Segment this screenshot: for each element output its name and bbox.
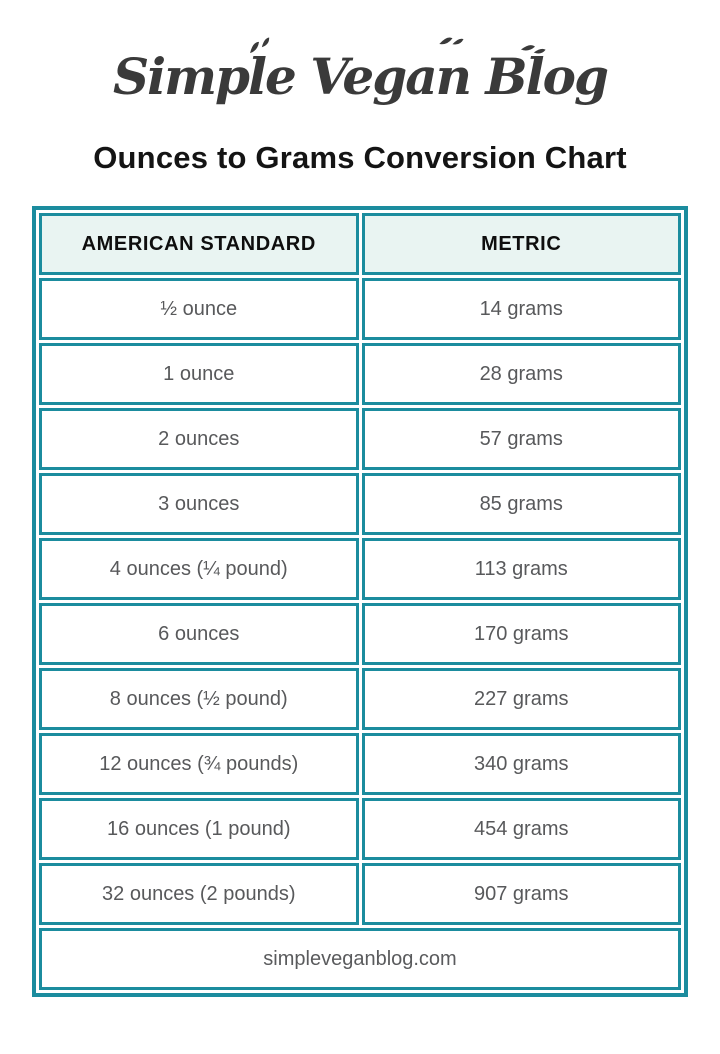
table-row: 32 ounces (2 pounds) 907 grams bbox=[39, 863, 681, 925]
table-row: ½ ounce 14 grams bbox=[39, 278, 681, 340]
table-row: 4 ounces (¼ pound) 113 grams bbox=[39, 538, 681, 600]
table-row: 1 ounce 28 grams bbox=[39, 343, 681, 405]
table-body: ½ ounce 14 grams 1 ounce 28 grams 2 ounces 57… bbox=[39, 278, 681, 925]
american-standard-cell: 16 ounces (1 pound) bbox=[39, 798, 359, 860]
leaf-ornament-icon bbox=[439, 37, 464, 45]
metric-cell: 113 grams bbox=[361, 538, 681, 600]
table-row: 12 ounces (¾ pounds) 340 grams bbox=[39, 733, 681, 795]
table-row: 6 ounces 170 grams bbox=[39, 603, 681, 665]
table-header: AMERICAN STANDARD METRIC bbox=[39, 213, 681, 275]
logo-text: Simple Vegan Blog bbox=[113, 47, 609, 106]
conversion-table-frame: AMERICAN STANDARD METRIC ½ ounce 14 grams… bbox=[32, 206, 688, 997]
table-row: 16 ounces (1 pound) 454 grams bbox=[39, 798, 681, 860]
footer-row: simpleveganblog.com bbox=[39, 928, 681, 990]
header-row: AMERICAN STANDARD METRIC bbox=[39, 213, 681, 275]
american-standard-cell: 12 ounces (¾ pounds) bbox=[39, 733, 359, 795]
table-footer: simpleveganblog.com bbox=[39, 928, 681, 990]
metric-cell: 14 grams bbox=[361, 278, 681, 340]
page-title: Ounces to Grams Conversion Chart bbox=[93, 140, 627, 175]
metric-cell: 170 grams bbox=[361, 603, 681, 665]
table-row: 8 ounces (½ pound) 227 grams bbox=[39, 668, 681, 730]
american-standard-cell: 6 ounces bbox=[39, 603, 359, 665]
american-standard-cell: 32 ounces (2 pounds) bbox=[39, 863, 359, 925]
metric-cell: 85 grams bbox=[361, 473, 681, 535]
metric-cell: 907 grams bbox=[361, 863, 681, 925]
metric-cell: 57 grams bbox=[361, 408, 681, 470]
metric-cell: 340 grams bbox=[361, 733, 681, 795]
website-url: simpleveganblog.com bbox=[39, 928, 681, 990]
american-standard-cell: ½ ounce bbox=[39, 278, 359, 340]
american-standard-cell: 8 ounces (½ pound) bbox=[39, 668, 359, 730]
conversion-table: AMERICAN STANDARD METRIC ½ ounce 14 grams… bbox=[36, 210, 684, 993]
column-header-american-standard: AMERICAN STANDARD bbox=[39, 213, 359, 275]
metric-cell: 28 grams bbox=[361, 343, 681, 405]
american-standard-cell: 1 ounce bbox=[39, 343, 359, 405]
metric-cell: 454 grams bbox=[361, 798, 681, 860]
leaf-ornament-icon bbox=[520, 45, 546, 54]
leaf-ornament-icon bbox=[250, 37, 270, 54]
american-standard-cell: 3 ounces bbox=[39, 473, 359, 535]
table-row: 3 ounces 85 grams bbox=[39, 473, 681, 535]
metric-cell: 227 grams bbox=[361, 668, 681, 730]
column-header-metric: METRIC bbox=[361, 213, 681, 275]
american-standard-cell: 2 ounces bbox=[39, 408, 359, 470]
table-row: 2 ounces 57 grams bbox=[39, 408, 681, 470]
site-logo: Simple Vegan Blog bbox=[0, 36, 720, 118]
american-standard-cell: 4 ounces (¼ pound) bbox=[39, 538, 359, 600]
